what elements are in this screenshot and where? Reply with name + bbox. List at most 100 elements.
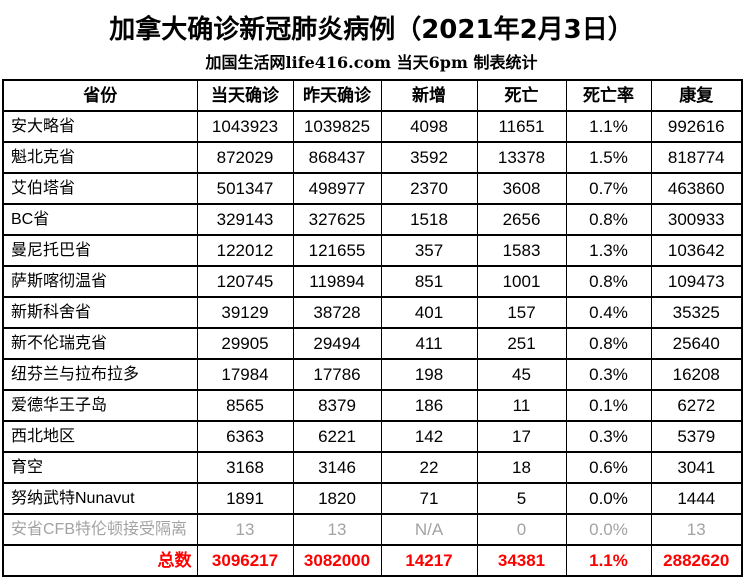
province-row: 魁北克省 872029 868437 3592 13378 1.5% 818774: [2, 141, 743, 174]
value-cell: 872029: [196, 141, 294, 174]
column-header-0: 省份: [2, 79, 198, 112]
value-cell: 3592: [380, 141, 478, 174]
value-cell: 3041: [650, 451, 743, 484]
province-name-cell: 努纳武特Nunavut: [2, 482, 198, 515]
value-cell: 3082000: [292, 544, 382, 577]
value-cell: 0.3%: [565, 420, 652, 453]
total-row: 总数 3096217 3082000 14217 34381 1.1% 2882620: [2, 544, 743, 577]
value-cell: 1.1%: [565, 110, 652, 143]
page-title: 加拿大确诊新冠肺炎病例（2021年2月3日）: [109, 15, 634, 45]
value-cell: 4098: [380, 110, 478, 143]
value-cell: 38728: [292, 296, 382, 329]
province-name-cell: 新不伦瑞克省: [2, 327, 198, 360]
column-header-2: 昨天确诊: [292, 79, 382, 112]
value-cell: 3168: [196, 451, 294, 484]
value-cell: 1039825: [292, 110, 382, 143]
province-name-cell: BC省: [2, 203, 198, 236]
province-name-cell: 总数: [2, 544, 198, 577]
page-subtitle: 加国生活网life416.com 当天6pm 制表统计: [205, 53, 538, 72]
value-cell: 157: [476, 296, 567, 329]
value-cell: 17984: [196, 358, 294, 391]
province-name-cell: 曼尼托巴省: [2, 234, 198, 267]
province-row: 萨斯喀彻温省 120745 119894 851 1001 0.8% 109473: [2, 265, 743, 298]
value-cell: 17786: [292, 358, 382, 391]
covid-stats-table: 省份 当天确诊 昨天确诊 新增 死亡 死亡率 康复 安大略省 1043923 1039825 40…: [2, 79, 743, 577]
value-cell: 0.3%: [565, 358, 652, 391]
value-cell: 11651: [476, 110, 567, 143]
column-header-6: 康复: [650, 79, 743, 112]
value-cell: 198: [380, 358, 478, 391]
value-cell: 1.3%: [565, 234, 652, 267]
value-cell: 329143: [196, 203, 294, 236]
province-row: 新不伦瑞克省 29905 29494 411 251 0.8% 25640: [2, 327, 743, 360]
value-cell: 1583: [476, 234, 567, 267]
value-cell: 2370: [380, 172, 478, 205]
value-cell: 71: [380, 482, 478, 515]
value-cell: 0.0%: [565, 482, 652, 515]
value-cell: 1444: [650, 482, 743, 515]
value-cell: 16208: [650, 358, 743, 391]
value-cell: 14217: [380, 544, 478, 577]
value-cell: 34381: [476, 544, 567, 577]
value-cell: 411: [380, 327, 478, 360]
value-cell: 8565: [196, 389, 294, 422]
value-cell: 851: [380, 265, 478, 298]
value-cell: 0.7%: [565, 172, 652, 205]
value-cell: 39129: [196, 296, 294, 329]
value-cell: 992616: [650, 110, 743, 143]
province-row: 育空 3168 3146 22 18 0.6% 3041: [2, 451, 743, 484]
value-cell: 13378: [476, 141, 567, 174]
value-cell: 1891: [196, 482, 294, 515]
province-name-cell: 安省CFB特伦顿接受隔离: [2, 513, 198, 546]
value-cell: 13: [196, 513, 294, 546]
value-cell: 103642: [650, 234, 743, 267]
value-cell: N/A: [380, 513, 478, 546]
province-name-cell: 魁北克省: [2, 141, 198, 174]
value-cell: 122012: [196, 234, 294, 267]
value-cell: 0.4%: [565, 296, 652, 329]
province-row: 西北地区 6363 6221 142 17 0.3% 5379: [2, 420, 743, 453]
province-row: 爱德华王子岛 8565 8379 186 11 0.1% 6272: [2, 389, 743, 422]
value-cell: 251: [476, 327, 567, 360]
value-cell: 11: [476, 389, 567, 422]
province-name-cell: 纽芬兰与拉布拉多: [2, 358, 198, 391]
value-cell: 0.0%: [565, 513, 652, 546]
value-cell: 2882620: [650, 544, 743, 577]
column-header-5: 死亡率: [565, 79, 652, 112]
province-row: 安大略省 1043923 1039825 4098 11651 1.1% 992616: [2, 110, 743, 143]
value-cell: 0.1%: [565, 389, 652, 422]
value-cell: 0.6%: [565, 451, 652, 484]
value-cell: 0: [476, 513, 567, 546]
value-cell: 35325: [650, 296, 743, 329]
value-cell: 401: [380, 296, 478, 329]
value-cell: 25640: [650, 327, 743, 360]
value-cell: 29905: [196, 327, 294, 360]
value-cell: 142: [380, 420, 478, 453]
value-cell: 109473: [650, 265, 743, 298]
province-name-cell: 萨斯喀彻温省: [2, 265, 198, 298]
value-cell: 300933: [650, 203, 743, 236]
value-cell: 5379: [650, 420, 743, 453]
province-row: 新斯科舍省 39129 38728 401 157 0.4% 35325: [2, 296, 743, 329]
province-row: BC省 329143 327625 1518 2656 0.8% 300933: [2, 203, 743, 236]
value-cell: 45: [476, 358, 567, 391]
value-cell: 0.8%: [565, 265, 652, 298]
province-name-cell: 新斯科舍省: [2, 296, 198, 329]
value-cell: 6272: [650, 389, 743, 422]
value-cell: 3146: [292, 451, 382, 484]
province-name-cell: 育空: [2, 451, 198, 484]
province-row: 曼尼托巴省 122012 121655 357 1583 1.3% 103642: [2, 234, 743, 267]
value-cell: 18: [476, 451, 567, 484]
value-cell: 22: [380, 451, 478, 484]
value-cell: 463860: [650, 172, 743, 205]
value-cell: 186: [380, 389, 478, 422]
column-header-3: 新增: [380, 79, 478, 112]
value-cell: 818774: [650, 141, 743, 174]
province-row: 艾伯塔省 501347 498977 2370 3608 0.7% 463860: [2, 172, 743, 205]
value-cell: 1.1%: [565, 544, 652, 577]
value-cell: 1043923: [196, 110, 294, 143]
value-cell: 3096217: [196, 544, 294, 577]
value-cell: 119894: [292, 265, 382, 298]
province-name-cell: 西北地区: [2, 420, 198, 453]
value-cell: 357: [380, 234, 478, 267]
